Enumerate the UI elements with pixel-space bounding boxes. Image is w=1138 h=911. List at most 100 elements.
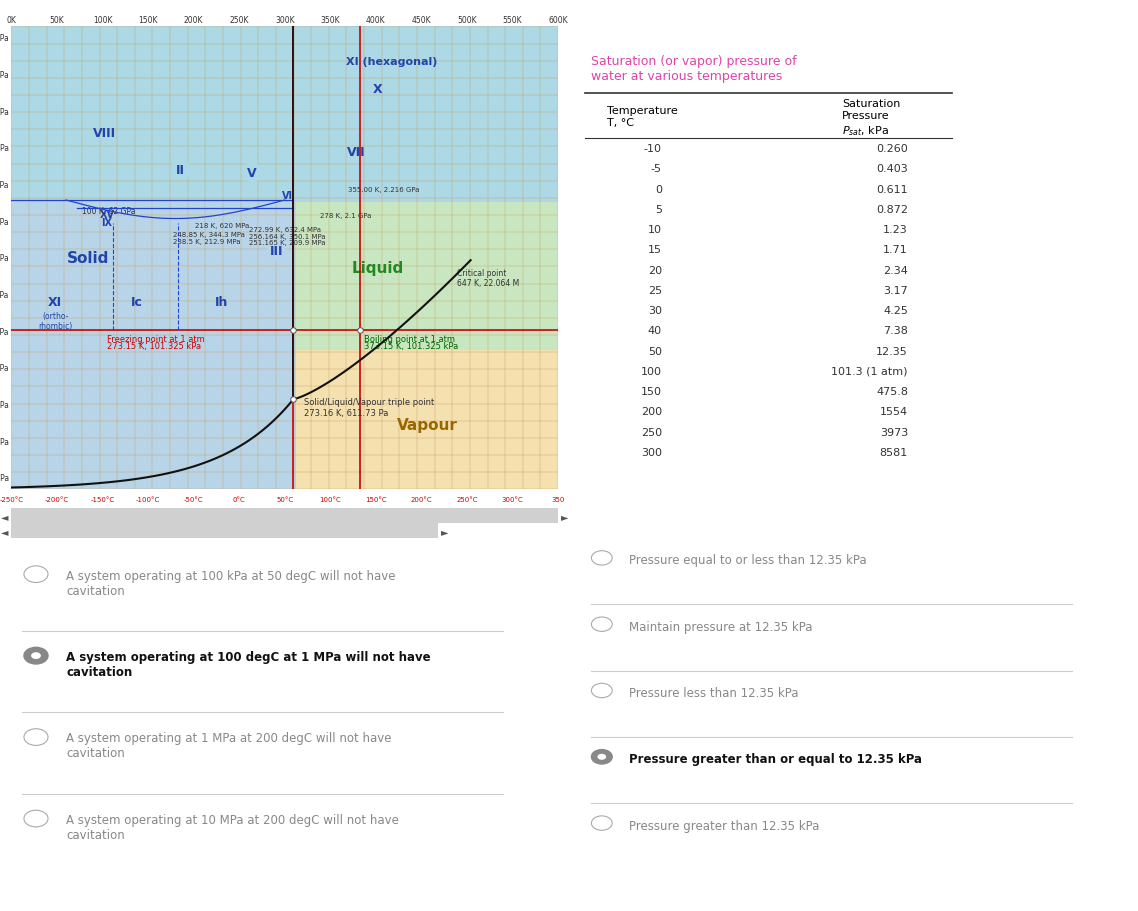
Text: 350: 350 (552, 496, 564, 503)
Bar (11, 27, 558, 203)
Text: ►: ► (440, 526, 448, 536)
Circle shape (31, 652, 41, 660)
Circle shape (592, 551, 612, 566)
Text: 101.3 (1 atm): 101.3 (1 atm) (832, 366, 908, 376)
Text: 200°C: 200°C (411, 496, 432, 503)
Text: 0.403: 0.403 (876, 164, 908, 174)
Text: -200°C: -200°C (44, 496, 69, 503)
Text: 550K: 550K (503, 16, 522, 25)
Text: Critical point
647 K, 22.064 M: Critical point 647 K, 22.064 M (457, 269, 519, 288)
Text: 150K: 150K (139, 16, 158, 25)
Text: 40: 40 (648, 326, 662, 336)
Text: 0: 0 (655, 184, 662, 194)
Text: 1.71: 1.71 (883, 245, 908, 255)
Text: 250: 250 (641, 427, 662, 437)
Text: 300: 300 (641, 447, 662, 457)
Circle shape (24, 648, 48, 664)
Text: -5: -5 (651, 164, 662, 174)
Text: A system operating at 100 degC at 1 MPa will not have
cavitation: A system operating at 100 degC at 1 MPa … (66, 650, 430, 678)
Text: Ic: Ic (131, 296, 143, 309)
Text: 10: 10 (648, 225, 662, 235)
Bar (11, 524, 438, 538)
Text: XV: XV (99, 210, 115, 220)
Text: 273.15 K, 101.325 kPa: 273.15 K, 101.325 kPa (107, 342, 201, 351)
Circle shape (592, 618, 612, 631)
Circle shape (24, 567, 48, 583)
Text: 218 K, 620 MPa: 218 K, 620 MPa (195, 222, 249, 229)
Text: 272.99 K, 632.4 MPa: 272.99 K, 632.4 MPa (249, 227, 321, 233)
Text: 7.38: 7.38 (883, 326, 908, 336)
Text: 5: 5 (655, 205, 662, 215)
Text: IX: IX (101, 218, 113, 228)
Circle shape (24, 729, 48, 745)
Text: Vapour: Vapour (396, 417, 457, 433)
Bar (11, 508, 558, 525)
Text: VIII: VIII (93, 128, 116, 140)
Circle shape (597, 754, 607, 760)
Circle shape (592, 750, 612, 764)
Text: 100: 100 (641, 366, 662, 376)
Circle shape (592, 683, 612, 698)
Text: 10 MPa: 10 MPa (0, 218, 9, 227)
Text: Boiling point at 1 atm: Boiling point at 1 atm (364, 335, 455, 344)
Text: Saturation (or vapor) pressure of
water at various temperatures: Saturation (or vapor) pressure of water … (591, 55, 797, 83)
Text: 50: 50 (648, 346, 662, 356)
Text: 200K: 200K (184, 16, 204, 25)
Text: Pressure less than 12.35 kPa: Pressure less than 12.35 kPa (629, 686, 799, 699)
Text: 8581: 8581 (880, 447, 908, 457)
Text: 30: 30 (648, 306, 662, 316)
Text: -10: -10 (644, 144, 662, 154)
Text: XI: XI (48, 296, 63, 309)
Text: VI: VI (282, 191, 292, 201)
Text: 0.260: 0.260 (876, 144, 908, 154)
Text: -250°C: -250°C (0, 496, 24, 503)
Text: Pressure equal to or less than 12.35 kPa: Pressure equal to or less than 12.35 kPa (629, 554, 867, 567)
Text: 10 Pa: 10 Pa (0, 437, 9, 446)
Text: 500K: 500K (457, 16, 477, 25)
Text: (ortho-
rhombic): (ortho- rhombic) (38, 312, 72, 331)
Text: 100 K, 62 GPa: 100 K, 62 GPa (82, 207, 135, 215)
Text: 355.00 K, 2.216 GPa: 355.00 K, 2.216 GPa (347, 187, 419, 193)
Text: 150: 150 (641, 386, 662, 396)
Text: ►: ► (561, 512, 568, 522)
Text: 12.35: 12.35 (876, 346, 908, 356)
Text: X: X (373, 83, 382, 97)
Text: Ih: Ih (215, 296, 229, 309)
Bar (296, 203, 558, 351)
Text: 238.5 K, 212.9 MPa: 238.5 K, 212.9 MPa (173, 239, 240, 245)
Text: Liquid: Liquid (352, 261, 404, 275)
Text: Pressure greater than or equal to 12.35 kPa: Pressure greater than or equal to 12.35 … (629, 752, 922, 765)
Text: Freezing point at 1 atm: Freezing point at 1 atm (107, 335, 205, 344)
Text: 350K: 350K (321, 16, 340, 25)
Text: ◄: ◄ (1, 526, 9, 536)
Text: A system operating at 1 MPa at 200 degC will not have
cavitation: A system operating at 1 MPa at 200 degC … (66, 732, 391, 760)
Text: $P_{sat}$, kPa: $P_{sat}$, kPa (842, 125, 889, 138)
Text: 250°C: 250°C (456, 496, 478, 503)
Text: II: II (176, 164, 185, 178)
Text: 100 Pa: 100 Pa (0, 401, 9, 410)
Text: 15: 15 (648, 245, 662, 255)
Text: 25: 25 (648, 285, 662, 295)
Text: 1 MPa: 1 MPa (0, 254, 9, 263)
Text: V: V (247, 167, 257, 179)
Text: Temperature
T, °C: Temperature T, °C (608, 106, 678, 128)
Text: 0.611: 0.611 (876, 184, 908, 194)
Text: 10 GPa: 10 GPa (0, 107, 9, 117)
Text: ◄: ◄ (1, 512, 9, 522)
Text: 200: 200 (641, 407, 662, 417)
Text: 50°C: 50°C (277, 496, 294, 503)
Text: 3973: 3973 (880, 427, 908, 437)
Text: 100K: 100K (92, 16, 113, 25)
Text: Solid/Liquid/Vapour triple point
273.16 K, 611.73 Pa: Solid/Liquid/Vapour triple point 273.16 … (304, 398, 434, 417)
Text: 278 K, 2.1 GPa: 278 K, 2.1 GPa (320, 213, 372, 219)
Text: 0°C: 0°C (233, 496, 246, 503)
Text: 1.23: 1.23 (883, 225, 908, 235)
Text: 100°C: 100°C (320, 496, 341, 503)
Text: 373.15 K, 101.325 kPa: 373.15 K, 101.325 kPa (364, 342, 459, 351)
Text: III: III (270, 245, 283, 258)
Text: Solid: Solid (67, 251, 109, 266)
Circle shape (24, 810, 48, 827)
Text: 1 GPa: 1 GPa (0, 144, 9, 153)
Text: A system operating at 100 kPa at 50 degC will not have
cavitation: A system operating at 100 kPa at 50 degC… (66, 568, 396, 597)
Text: 20: 20 (648, 265, 662, 275)
